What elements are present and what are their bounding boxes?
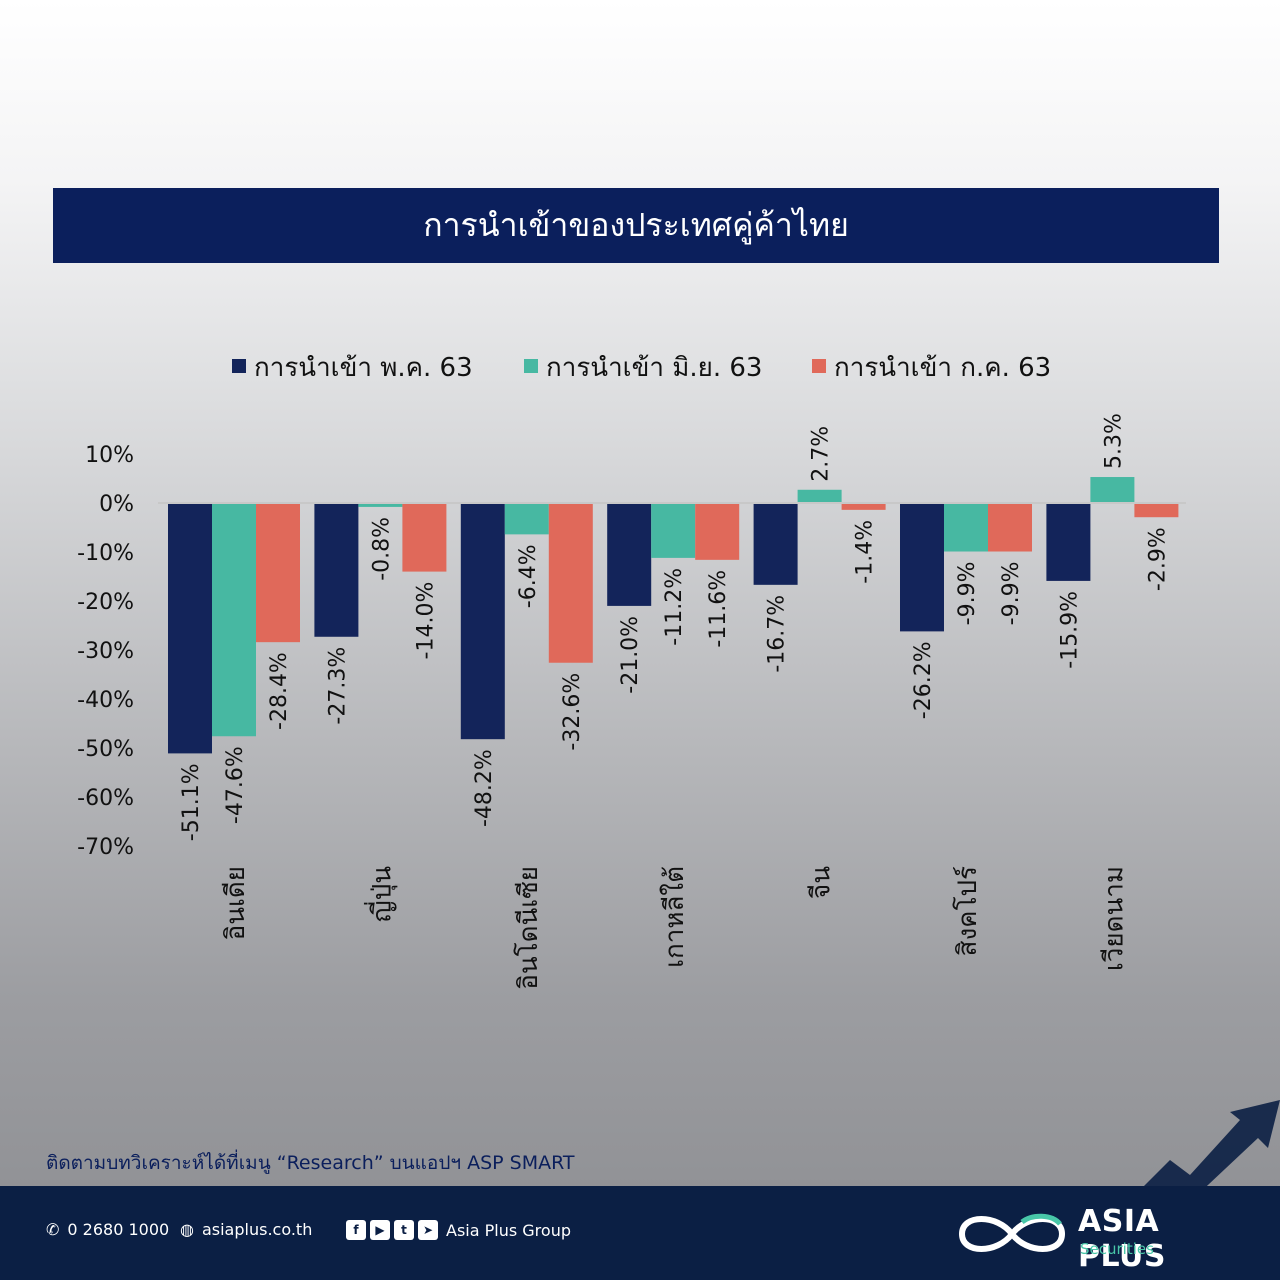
research-tagline: ติดตามบทวิเคราะห์ได้ที่เมนู “Research” บ…	[46, 1152, 575, 1174]
bar	[504, 503, 549, 535]
legend-label: การนำเข้า พ.ค. 63	[254, 353, 473, 383]
bar	[548, 503, 593, 663]
footer-phone[interactable]: ✆ 0 2680 1000	[46, 1220, 169, 1239]
data-label: 2.7%	[809, 426, 834, 482]
bar	[607, 503, 652, 606]
bar	[900, 503, 944, 632]
data-label: -9.9%	[955, 562, 980, 626]
y-tick-label: -50%	[77, 737, 134, 762]
data-label: -28.4%	[267, 652, 292, 730]
bar	[168, 503, 212, 754]
data-label: -14.0%	[413, 582, 438, 660]
bar	[212, 503, 256, 737]
category-label: อินเดีย	[221, 866, 251, 940]
chart-legend: การนำเข้า พ.ค. 63 การนำเข้า มิ.ย. 63 การนำ…	[232, 353, 1051, 383]
legend-swatch	[812, 359, 826, 373]
y-tick-label: -40%	[77, 688, 134, 713]
y-tick-label: -10%	[77, 541, 134, 566]
bar	[314, 503, 359, 637]
data-label: -9.9%	[999, 562, 1024, 626]
data-label: -11.6%	[706, 570, 731, 648]
bar	[256, 503, 300, 643]
data-label: -26.2%	[911, 641, 936, 719]
data-label: -27.3%	[325, 647, 350, 725]
bar	[841, 503, 886, 510]
data-label: -21.0%	[618, 616, 643, 694]
bar	[1046, 503, 1091, 581]
phone-number: 0 2680 1000	[67, 1220, 170, 1239]
globe-icon: ◍	[180, 1220, 194, 1239]
bar	[797, 489, 842, 503]
data-label: -51.1%	[179, 763, 204, 841]
legend-item: การนำเข้า ก.ค. 63	[812, 353, 1051, 383]
data-label: -15.9%	[1057, 591, 1082, 669]
phone-icon: ✆	[46, 1220, 60, 1239]
website-link: asiaplus.co.th	[201, 1220, 313, 1239]
facebook-icon[interactable]: f	[346, 1220, 366, 1240]
category-label: สิงคโปร์	[952, 866, 983, 956]
infinity-logo-icon	[958, 1213, 1066, 1252]
bar	[695, 503, 740, 560]
y-tick-label: 10%	[85, 443, 134, 468]
legend-swatch	[232, 359, 246, 373]
category-label: อินโดนีเซีย	[513, 866, 544, 990]
category-label: ญี่ปุ่น	[363, 866, 397, 923]
bar	[988, 503, 1032, 552]
youtube-icon[interactable]: ▶	[370, 1220, 390, 1240]
brand-subtitle: Securities	[1080, 1240, 1154, 1258]
bars	[168, 477, 1179, 754]
data-label: -2.9%	[1145, 527, 1170, 591]
data-label: -1.4%	[853, 520, 878, 584]
growth-arrow-icon	[1140, 1100, 1280, 1190]
data-label: 5.3%	[1101, 413, 1126, 469]
footer-website[interactable]: ◍ asiaplus.co.th	[180, 1220, 312, 1239]
category-labels: อินเดีย ญี่ปุ่น อินโดนีเซีย เกาหลีใต้ จีน สิง…	[221, 866, 1129, 990]
legend-item: การนำเข้า มิ.ย. 63	[524, 353, 762, 383]
bar	[1134, 503, 1179, 518]
footer-social: f ▶ t ➤ Asia Plus Group	[346, 1220, 571, 1240]
bar	[402, 503, 447, 572]
brand-name: ASIA PLUS	[1078, 1204, 1167, 1274]
telegram-icon[interactable]: ➤	[418, 1220, 438, 1240]
twitter-icon[interactable]: t	[394, 1220, 414, 1240]
data-label: -32.6%	[560, 673, 585, 751]
data-label: -47.6%	[223, 746, 248, 824]
bar	[358, 503, 403, 507]
category-label: เกาหลีใต้	[660, 866, 690, 968]
data-label: -6.4%	[516, 544, 541, 608]
bar	[460, 503, 505, 740]
y-tick-label: -60%	[77, 786, 134, 811]
bar	[651, 503, 696, 558]
bar	[944, 503, 988, 552]
data-label: -48.2%	[472, 749, 497, 827]
y-tick-label: -20%	[77, 590, 134, 615]
bar	[753, 503, 798, 585]
legend-label: การนำเข้า ก.ค. 63	[834, 353, 1051, 383]
y-tick-label: -70%	[77, 835, 134, 860]
y-axis: 10% 0% -10% -20% -30% -40% -50% -60% -70%	[77, 443, 134, 860]
chart-title: การนำเข้าของประเทศคู่ค้าไทย	[423, 206, 849, 244]
bar-chart: การนำเข้า พ.ค. 63 การนำเข้า มิ.ย. 63 การนำ…	[77, 353, 1186, 990]
data-label: -11.2%	[662, 568, 687, 646]
y-tick-label: 0%	[99, 492, 134, 517]
bar	[1090, 477, 1135, 503]
legend-label: การนำเข้า มิ.ย. 63	[546, 353, 762, 383]
social-label: Asia Plus Group	[446, 1220, 571, 1240]
data-label: -0.8%	[369, 517, 394, 581]
data-label: -16.7%	[765, 595, 790, 673]
footer: ✆ 0 2680 1000 ◍ asiaplus.co.th f ▶ t ➤ A…	[0, 1186, 1280, 1280]
legend-item: การนำเข้า พ.ค. 63	[232, 353, 473, 383]
legend-swatch	[524, 359, 538, 373]
category-label: เวียดนาม	[1099, 866, 1129, 971]
y-tick-label: -30%	[77, 639, 134, 664]
brand-logo: ASIA PLUS Securities	[952, 1204, 1252, 1274]
chart-title-bar: การนำเข้าของประเทศคู่ค้าไทย	[53, 188, 1219, 263]
category-label: จีน	[807, 866, 837, 899]
data-labels: -51.1% -47.6% -28.4% -27.3% -0.8% -14.0% -48.2…	[179, 413, 1170, 841]
